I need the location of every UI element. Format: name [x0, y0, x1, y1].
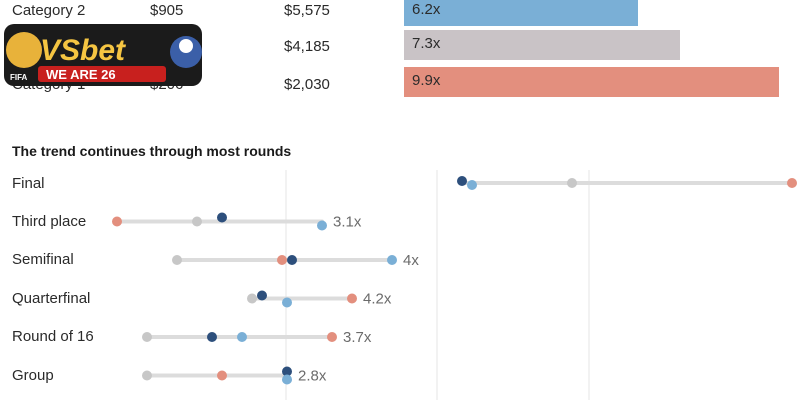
table-row-2: $4,185 7.3x	[0, 30, 800, 72]
price-high-cell: $2,030	[284, 76, 330, 93]
data-point	[172, 255, 182, 265]
multiple-label: 3.7x	[343, 329, 372, 346]
fifa-badge: FIFA	[10, 73, 28, 82]
multiple-bar: 9.9x	[404, 67, 779, 97]
category-cell: Category 2	[12, 2, 86, 19]
multiple-label: 3.1x	[333, 214, 362, 231]
multiple-label: 4.2x	[363, 291, 392, 308]
data-point	[217, 370, 227, 381]
table-row-1: Category 2 $905 $5,575 6.2x	[0, 0, 800, 36]
data-point	[287, 255, 297, 265]
data-point	[282, 366, 292, 377]
data-point	[347, 293, 357, 304]
data-point	[142, 370, 152, 381]
multiple-bar: 6.2x	[404, 0, 638, 26]
trophy-icon	[6, 32, 42, 68]
round-label-quarterfinal: Quarterfinal	[12, 290, 91, 307]
data-point	[467, 180, 477, 190]
mascot-head-icon	[179, 39, 193, 53]
multiple-label: 6.2x	[412, 1, 441, 18]
data-point	[142, 332, 152, 342]
data-point	[327, 332, 337, 342]
gridlines	[285, 170, 590, 400]
data-point	[457, 176, 467, 186]
multiple-label: 7.3x	[412, 35, 441, 52]
round-label-final: Final	[12, 175, 45, 192]
tagline-band	[38, 66, 166, 82]
price-high-cell: $4,185	[284, 38, 330, 55]
data-point	[787, 178, 797, 188]
data-point	[247, 293, 257, 304]
data-point	[567, 178, 577, 188]
data-point	[112, 216, 122, 227]
price-low-cell: $905	[150, 2, 184, 19]
round-label-round-of-16: Round of 16	[12, 328, 94, 345]
multiple-bar: 7.3x	[404, 30, 680, 60]
multiple-label: 4x	[403, 252, 419, 269]
price-high-cell: $5,575	[284, 2, 330, 19]
data-point	[237, 332, 247, 342]
round-label-third-place: Third place	[12, 213, 87, 230]
data-point	[282, 297, 292, 308]
data-point	[207, 332, 217, 342]
data-point	[217, 212, 227, 223]
round-label-group: Group	[12, 367, 54, 384]
logo-tagline: WE ARE 26	[46, 67, 116, 82]
round-label-semifinal: Semifinal	[12, 251, 74, 268]
data-point	[282, 374, 292, 385]
data-point	[192, 216, 202, 227]
logo-brand: VSbet	[40, 34, 127, 67]
vsbet-logo: VSbet WE ARE 26 FIFA	[4, 24, 202, 86]
multiple-label: 9.9x	[412, 72, 441, 89]
data-point	[317, 220, 327, 231]
chart-title: The trend continues through most rounds	[12, 143, 292, 159]
data-point	[257, 290, 267, 301]
multiple-label: 2.8x	[298, 368, 327, 385]
data-point	[387, 255, 397, 265]
data-point	[277, 255, 287, 265]
